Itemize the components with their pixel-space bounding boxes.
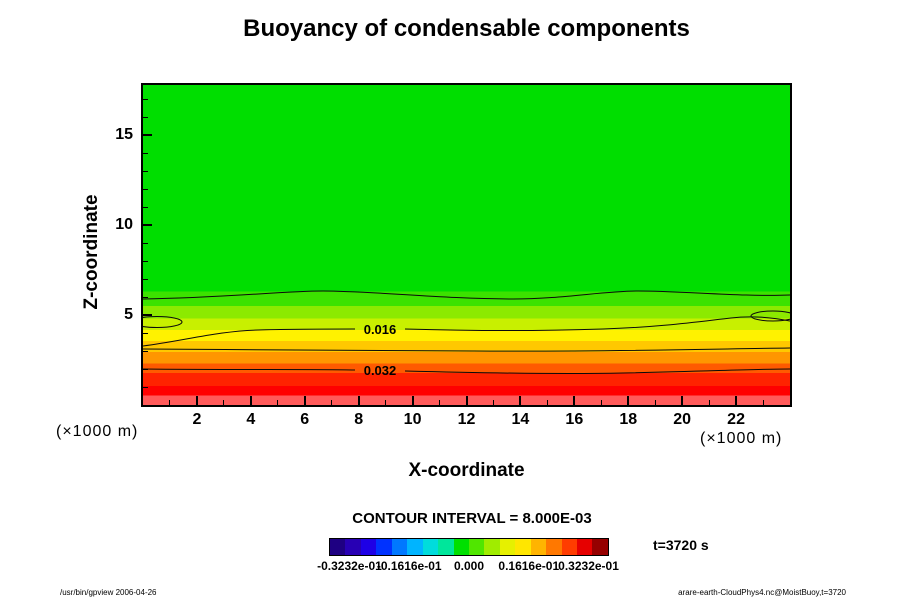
plot-fill (143, 85, 790, 405)
time-label: t=3720 s (653, 537, 709, 553)
contour-line-0008 (143, 290, 790, 300)
colorbar-segment (453, 539, 469, 555)
colorbar-segment (484, 539, 500, 555)
colorbar-segment (345, 539, 361, 555)
x-tick-label: 22 (727, 411, 745, 428)
colorbar-segment (376, 539, 392, 555)
colorbar-segment (577, 539, 593, 555)
colorbar-segment (546, 539, 562, 555)
contour-overlay: 0.016 0.032 (143, 290, 790, 378)
plot-area: 0.016 0.032 (141, 83, 792, 407)
x-axis-label: X-coordinate (408, 460, 525, 481)
contour-line-0032-left (143, 368, 356, 371)
y-tick-label: 5 (124, 306, 133, 324)
colorbar-tick-label: 0.1616e-01 (498, 559, 560, 573)
colorbar-segment (407, 539, 423, 555)
colorbar (329, 538, 609, 556)
x-tick-label: 12 (457, 411, 476, 428)
contour-label-0016: 0.016 (364, 322, 397, 337)
colorbar-tick-label: 0.000 (453, 559, 485, 573)
colorbar-tick-label: -0.1616e-01 (376, 559, 442, 573)
colorbar-segment (330, 539, 346, 555)
y-tick-label: 10 (115, 216, 133, 234)
contour-line-0016-left (143, 328, 356, 347)
footer-left: /usr/bin/gpview 2006-04-26 (60, 588, 157, 597)
colorbar-segment (422, 539, 439, 555)
x-tick-label: 18 (619, 411, 638, 428)
colorbar-tick-label: -0.3232e-01 (317, 559, 382, 573)
colorbar-segment (391, 539, 408, 555)
page-title: Buoyancy of condensable components (243, 15, 690, 42)
colorbar-tick-labels: -0.3232e-01 -0.1616e-01 0.000 0.1616e-01 0.3… (317, 559, 619, 575)
contour-interval-label: CONTOUR INTERVAL = 8.000E-03 (352, 510, 592, 527)
contour-label-0032: 0.032 (364, 363, 397, 378)
colorbar-segment (360, 539, 377, 555)
contour-line-0032-right (404, 368, 790, 374)
x-tick-label: 20 (673, 411, 692, 428)
x-tick-label: 6 (300, 411, 310, 428)
x-tick-label: 4 (246, 411, 256, 428)
y-tick-label: 15 (115, 126, 133, 144)
colorbar-segment (438, 539, 454, 555)
x-axis-tick-labels: 2 4 6 8 10 12 14 16 18 20 22 (143, 411, 790, 431)
colorbar-tick-label: 0.3232e-01 (558, 559, 619, 573)
colorbar-segment (530, 539, 547, 555)
colorbar-segment (561, 539, 577, 555)
contour-closed-cell-left (143, 316, 183, 328)
contour-line-0016-right (404, 316, 790, 331)
contour-line-0024 (143, 347, 790, 352)
x-axis-unit-label: (×1000 m) (700, 430, 783, 447)
x-tick-label: 10 (403, 411, 422, 428)
y-axis-tick-labels: 5 10 15 (99, 85, 135, 405)
footer-right: arare-earth-CloudPhys4.nc@MoistBuoy,t=37… (678, 588, 846, 597)
contour-closed-cell-right (750, 310, 790, 322)
x-tick-label: 14 (511, 411, 530, 428)
y-axis-unit-label: (×1000 m) (56, 423, 139, 440)
colorbar-segment (515, 539, 531, 555)
colorbar-segment (468, 539, 485, 555)
x-tick-label: 2 (192, 411, 202, 428)
colorbar-segment (592, 539, 608, 555)
x-tick-label: 16 (565, 411, 584, 428)
x-tick-label: 8 (354, 411, 364, 428)
colorbar-segment (499, 539, 516, 555)
